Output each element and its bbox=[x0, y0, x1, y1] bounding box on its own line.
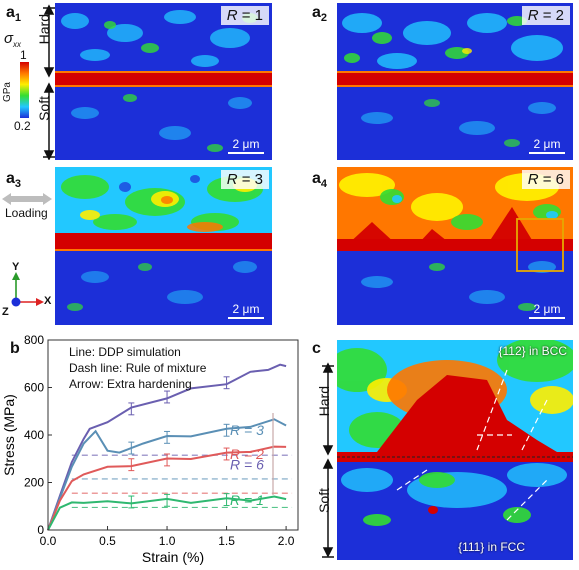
axis-y-label: Y bbox=[12, 261, 20, 273]
y-tick-label: 0 bbox=[37, 523, 44, 537]
soft-label: Soft bbox=[36, 96, 52, 121]
loading-label: Loading bbox=[5, 206, 48, 220]
x-tick-label: 2.0 bbox=[278, 534, 295, 548]
panel-label-c: c bbox=[312, 340, 321, 357]
chart-annotation-3: Arrow: Extra hardening bbox=[69, 377, 192, 391]
axes-icon bbox=[11, 272, 44, 307]
y-tick-label: 600 bbox=[24, 381, 44, 395]
series-line bbox=[47, 363, 287, 531]
hard-soft-bracket bbox=[43, 4, 55, 160]
c-hard-soft-bracket bbox=[322, 362, 334, 558]
zoom-map-c: {112} in BCC {111} in FCC bbox=[337, 340, 573, 560]
panel-label-a2: a2 bbox=[312, 4, 328, 25]
y-tick-label: 200 bbox=[24, 476, 44, 490]
stress-strain-chart: 0.0 0.5 1.0 1.5 2.0 0 200 400 600 800 Stress (MPa… bbox=[1, 333, 299, 565]
r-label-a4: R = 6 bbox=[521, 170, 570, 189]
series-line bbox=[47, 445, 287, 531]
colorbar-max: 1 bbox=[20, 48, 27, 62]
panel-label-b: b bbox=[10, 340, 20, 357]
panel-label-a4: a4 bbox=[312, 170, 328, 191]
r-label-a1: R = 1 bbox=[220, 6, 269, 25]
c-hard-label: Hard bbox=[316, 386, 332, 417]
x-tick-label: 0.5 bbox=[99, 534, 116, 548]
c-soft-label: Soft bbox=[316, 488, 332, 513]
scale-bar-a1: 2 μm bbox=[228, 137, 264, 154]
stress-map-a1: R = 1 2 μm bbox=[55, 3, 272, 160]
axis-x-label: X bbox=[44, 295, 52, 307]
stress-map-a4: R = 6 2 μm bbox=[337, 167, 573, 325]
colorbar bbox=[20, 62, 29, 118]
axis-z-label: Z bbox=[2, 306, 9, 318]
x-axis-label: Strain (%) bbox=[142, 549, 204, 565]
chart-annotation-1: Line: DDP simulation bbox=[69, 345, 181, 359]
colorbar-min: 0.2 bbox=[14, 119, 31, 133]
series-label: R = 2 bbox=[230, 446, 264, 462]
x-tick-label: 0.0 bbox=[40, 534, 57, 548]
scale-bar-a3: 2 μm bbox=[228, 302, 264, 319]
bcc-label: {112} in BCC bbox=[498, 344, 568, 358]
chart-annotation-2: Dash line: Rule of mixture bbox=[69, 361, 207, 375]
series-line bbox=[47, 495, 287, 531]
y-tick-label: 400 bbox=[24, 428, 44, 442]
series-label: R = 6 bbox=[230, 456, 264, 472]
y-tick-label: 800 bbox=[24, 333, 44, 347]
colorbar-unit: GPa bbox=[2, 82, 13, 103]
stress-map-a3: R = 3 2 μm bbox=[55, 167, 272, 325]
series-label: R = 3 bbox=[230, 422, 264, 438]
hard-label: Hard bbox=[36, 14, 52, 45]
panel-label-a1: a1 bbox=[6, 4, 22, 25]
series-label: R = 1 bbox=[230, 492, 264, 508]
x-tick-label: 1.5 bbox=[218, 534, 235, 548]
stress-map-a2: R = 2 2 μm bbox=[337, 3, 573, 160]
r-label-a3: R = 3 bbox=[220, 170, 269, 189]
r-label-a2: R = 2 bbox=[521, 6, 570, 25]
loading-arrow-icon bbox=[2, 193, 52, 205]
x-tick-label: 1.0 bbox=[159, 534, 176, 548]
scale-bar-a4: 2 μm bbox=[529, 302, 565, 319]
y-axis-label: Stress (MPa) bbox=[1, 394, 17, 476]
panel-label-a3: a3 bbox=[6, 170, 22, 191]
fcc-label: {111} in FCC bbox=[458, 540, 525, 554]
colorbar-symbol: σxx bbox=[4, 30, 22, 49]
scale-bar-a2: 2 μm bbox=[529, 137, 565, 154]
